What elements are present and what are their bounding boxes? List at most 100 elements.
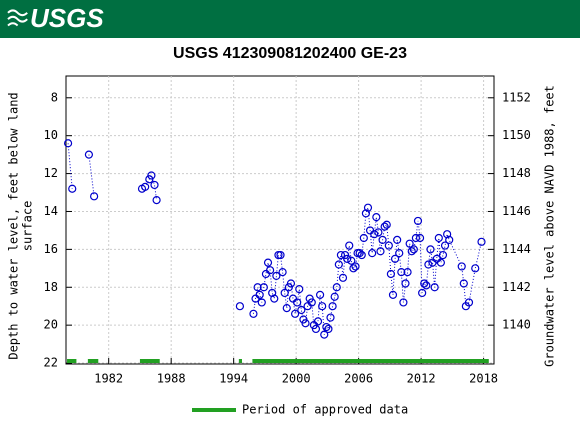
data-point — [328, 302, 337, 311]
data-point — [349, 264, 358, 273]
data-point — [378, 235, 387, 244]
data-point — [390, 254, 400, 263]
data-point — [150, 180, 159, 190]
data-point — [393, 235, 402, 244]
data-point — [403, 268, 412, 277]
data-point — [307, 298, 316, 307]
data-point — [336, 250, 346, 260]
x-tick-label: 2012 — [407, 372, 436, 386]
data-point — [361, 209, 371, 218]
data-point — [257, 298, 266, 307]
data-point — [253, 283, 262, 292]
data-point — [286, 279, 296, 288]
data-point — [399, 298, 408, 307]
data-point — [345, 241, 354, 250]
y2-tick-label: 1142 — [502, 280, 531, 294]
data-point — [457, 262, 466, 271]
data-point — [293, 298, 302, 307]
logo-icon — [7, 9, 28, 27]
approved-period — [67, 359, 77, 363]
data-point — [413, 216, 423, 226]
data-point — [324, 324, 333, 334]
y2-tick-label: 1140 — [502, 318, 531, 332]
data-point — [338, 273, 348, 282]
data-point — [422, 281, 431, 290]
data-point — [330, 292, 339, 301]
data-point — [261, 269, 271, 279]
data-point — [388, 290, 398, 299]
data-point — [278, 268, 287, 277]
data-point — [372, 213, 381, 222]
data-point — [311, 324, 321, 334]
data-point — [318, 302, 327, 311]
data-point — [347, 256, 356, 265]
data-point — [380, 222, 389, 231]
x-tick-label: 1988 — [157, 372, 186, 386]
data-point — [84, 150, 94, 159]
data-point — [147, 171, 156, 180]
data-point — [401, 279, 410, 288]
y-tick-label: 14 — [44, 204, 58, 218]
data-point — [315, 290, 325, 299]
data-point — [141, 182, 150, 191]
data-point — [270, 294, 279, 303]
data-point — [459, 279, 468, 288]
data-point — [320, 330, 329, 339]
data-point — [368, 249, 377, 258]
approved-period — [87, 359, 99, 363]
y2-tick-label: 1150 — [502, 128, 531, 142]
y-tick-label: 22 — [44, 356, 58, 370]
data-point — [266, 266, 275, 275]
data-point — [282, 304, 291, 313]
data-point — [295, 285, 304, 294]
chart-title: USGS 412309081202400 GE-23 — [173, 45, 407, 62]
data-point — [332, 283, 341, 292]
data-point — [370, 230, 379, 239]
x-tick-label: 2000 — [282, 372, 311, 386]
data-point — [471, 264, 480, 273]
data-point — [430, 283, 439, 292]
x-tick-label: 2006 — [344, 372, 373, 386]
y-tick-label: 12 — [44, 166, 58, 180]
data-point — [407, 247, 416, 256]
data-point — [290, 309, 300, 318]
data-point — [359, 233, 368, 243]
data-point — [90, 192, 99, 201]
data-line — [67, 143, 482, 335]
data-point — [255, 290, 264, 299]
plot-frame — [65, 75, 495, 365]
y2-tick-label: 1146 — [502, 204, 531, 218]
data-point — [272, 271, 281, 280]
data-point — [63, 139, 73, 148]
y2-axis-label: Groundwater level above NAVD 1988, feet — [543, 85, 557, 367]
data-point — [386, 269, 396, 279]
x-tick-label: 1994 — [219, 372, 248, 386]
data-point — [464, 298, 474, 307]
y-axis-label: Depth to water level, feet below land — [7, 92, 21, 359]
y-tick-label: 10 — [44, 128, 58, 142]
data-point — [249, 309, 258, 318]
approved-period — [139, 359, 160, 363]
data-point — [415, 233, 425, 243]
data-point — [152, 196, 161, 205]
data-point — [357, 250, 366, 260]
y-tick-label: 16 — [44, 242, 58, 256]
data-point — [477, 237, 486, 246]
data-point — [343, 254, 352, 263]
data-point — [397, 268, 406, 277]
data-point — [322, 322, 331, 332]
legend-label: Period of approved data — [242, 403, 408, 417]
approved-period — [252, 359, 489, 363]
header-bar — [0, 0, 580, 38]
y2-tick-label: 1152 — [502, 90, 531, 104]
data-point — [235, 302, 245, 311]
data-point — [434, 233, 443, 243]
data-point — [418, 288, 427, 298]
data-point — [445, 235, 454, 244]
data-point — [268, 288, 277, 298]
x-tick-label: 2018 — [469, 372, 498, 386]
y-tick-label: 20 — [44, 318, 58, 332]
data-point — [351, 262, 360, 271]
data-point — [363, 203, 373, 212]
